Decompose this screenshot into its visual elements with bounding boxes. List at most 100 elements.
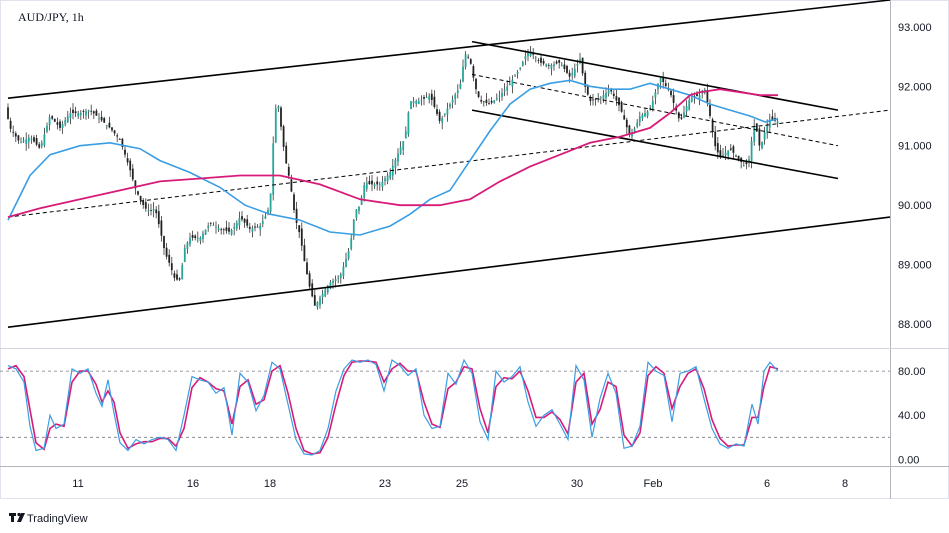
candle	[589, 95, 592, 106]
candle	[672, 88, 675, 110]
candle	[547, 63, 550, 70]
channel-line[interactable]	[471, 109, 839, 180]
candle	[540, 53, 542, 67]
candle	[131, 164, 134, 182]
candle	[186, 241, 189, 254]
candle	[399, 141, 402, 155]
candle	[628, 124, 631, 138]
candle	[508, 76, 511, 86]
stochastic-pane[interactable]	[0, 358, 890, 456]
candle	[662, 71, 665, 89]
candle	[386, 172, 389, 185]
candle	[516, 70, 519, 79]
candle	[352, 219, 355, 240]
candle	[337, 275, 340, 284]
candle	[61, 120, 64, 134]
sma-fast-line	[7, 79, 779, 236]
candle	[228, 222, 230, 235]
candle	[729, 143, 732, 151]
candle	[350, 233, 353, 251]
candle	[584, 70, 587, 93]
candle	[428, 93, 431, 104]
candle	[438, 109, 441, 124]
candle	[417, 97, 420, 105]
candle	[202, 230, 204, 243]
candle	[66, 111, 69, 123]
candle	[623, 109, 626, 120]
candle	[295, 201, 298, 230]
candle	[324, 287, 327, 298]
candle	[514, 74, 516, 77]
candle	[53, 118, 56, 123]
candle	[43, 127, 46, 148]
candle	[238, 211, 241, 230]
candle	[163, 235, 165, 255]
candle	[553, 61, 555, 71]
candle	[209, 222, 212, 227]
candle	[345, 252, 347, 268]
candle	[230, 228, 233, 236]
candle	[269, 193, 272, 215]
candle	[404, 126, 407, 139]
tradingview-logo-icon	[9, 512, 25, 522]
candle	[443, 113, 446, 118]
candle	[207, 222, 210, 232]
candle	[191, 230, 194, 241]
candle	[168, 249, 171, 267]
candle	[618, 97, 620, 112]
stochastic-axis[interactable]: 80.00 40.00 0.00	[898, 366, 926, 466]
candle	[602, 90, 605, 103]
channel-midline[interactable]	[7, 109, 891, 218]
candle	[259, 223, 262, 236]
price-axis[interactable]: 93.000 92.000 91.000 90.000 89.000 88.000	[898, 22, 932, 331]
candle	[248, 222, 251, 233]
candle	[763, 126, 766, 145]
channel-midline[interactable]	[471, 73, 839, 147]
candle	[615, 89, 618, 106]
candle	[485, 93, 488, 106]
candle	[488, 98, 490, 105]
candle	[581, 57, 584, 76]
candle	[74, 106, 77, 117]
candle	[545, 63, 548, 68]
price-tick-label: 89.000	[898, 260, 932, 272]
candle	[688, 95, 691, 111]
channel-line[interactable]	[471, 40, 839, 111]
candle	[178, 277, 181, 281]
candle	[482, 100, 485, 107]
candle	[625, 117, 628, 135]
candle	[121, 138, 124, 150]
candle	[475, 78, 477, 95]
candle	[27, 134, 30, 149]
time-tick-label: 18	[264, 478, 276, 490]
candle	[651, 95, 654, 112]
price-tick-label: 92.000	[898, 81, 932, 93]
candle	[40, 140, 43, 149]
candle	[69, 107, 72, 125]
time-tick-label: Feb	[644, 478, 663, 490]
sma-slow-line	[7, 88, 778, 218]
time-tick-label: 23	[379, 478, 391, 490]
stochastic-tick-label: 80.00	[898, 366, 926, 378]
candle	[321, 289, 324, 304]
candle	[46, 122, 48, 134]
candle	[451, 95, 454, 109]
channel-line[interactable]	[7, 0, 891, 99]
candle	[38, 142, 41, 149]
candle	[92, 110, 95, 120]
candle	[7, 103, 9, 120]
candle	[176, 269, 178, 281]
time-axis[interactable]: 11 16 18 23 25 30 Feb 6 8	[72, 478, 848, 490]
candle	[441, 115, 444, 130]
candle	[12, 125, 15, 137]
candle	[537, 58, 540, 64]
candle	[59, 119, 61, 131]
candle	[542, 58, 545, 66]
candle	[355, 209, 358, 221]
price-pane[interactable]	[7, 0, 891, 328]
channel-line[interactable]	[7, 216, 891, 328]
candle	[680, 113, 683, 120]
candle	[181, 262, 184, 280]
candle	[199, 236, 202, 245]
candle	[711, 117, 714, 138]
